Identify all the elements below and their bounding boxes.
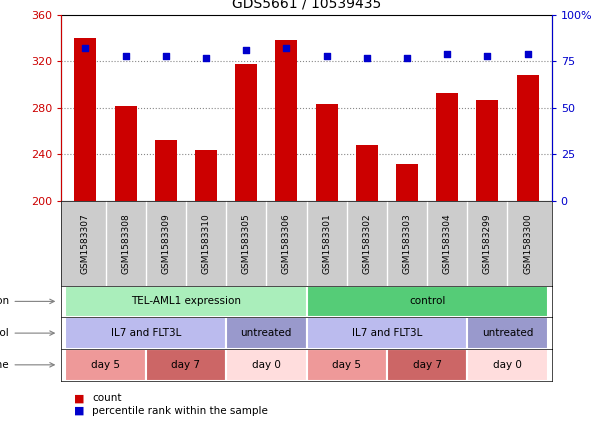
Text: TEL-AML1 expression: TEL-AML1 expression	[131, 297, 241, 306]
Bar	[235, 63, 257, 201]
Bar	[306, 286, 547, 317]
Text: GDS5661 / 10539435: GDS5661 / 10539435	[232, 0, 381, 11]
Bar	[226, 349, 306, 381]
Point	[161, 52, 170, 59]
Point	[443, 50, 452, 57]
Text: day 5: day 5	[91, 360, 120, 370]
Bar	[476, 100, 498, 201]
Point	[242, 47, 251, 54]
Text: day 7: day 7	[413, 360, 441, 370]
Text: GSM1583305: GSM1583305	[242, 213, 251, 274]
Text: GSM1583304: GSM1583304	[443, 213, 452, 274]
Text: IL7 and FLT3L: IL7 and FLT3L	[110, 328, 181, 338]
Text: GSM1583302: GSM1583302	[362, 213, 371, 274]
Bar	[316, 104, 338, 201]
Bar	[66, 349, 146, 381]
Bar	[387, 349, 467, 381]
Text: day 0: day 0	[252, 360, 281, 370]
Bar	[467, 317, 547, 349]
Point	[281, 45, 291, 52]
Bar	[396, 164, 418, 201]
Point	[80, 45, 90, 52]
Text: control: control	[409, 297, 445, 306]
Point	[362, 54, 371, 61]
Point	[322, 52, 332, 59]
Bar	[356, 145, 378, 201]
Text: untreated: untreated	[241, 328, 292, 338]
Bar	[306, 317, 467, 349]
Bar	[115, 106, 137, 201]
Bar	[226, 317, 306, 349]
Text: percentile rank within the sample: percentile rank within the sample	[92, 406, 268, 416]
Text: GSM1583308: GSM1583308	[121, 213, 130, 274]
Bar	[66, 286, 306, 317]
Bar	[66, 317, 226, 349]
Text: GSM1583299: GSM1583299	[483, 213, 492, 274]
Text: GSM1583307: GSM1583307	[81, 213, 90, 274]
Bar	[61, 15, 552, 201]
Text: GSM1583306: GSM1583306	[282, 213, 291, 274]
Point	[523, 50, 533, 57]
Text: GSM1583300: GSM1583300	[523, 213, 532, 274]
Text: day 5: day 5	[332, 360, 361, 370]
Text: day 7: day 7	[172, 360, 200, 370]
Text: GSM1583309: GSM1583309	[161, 213, 170, 274]
Text: genotype/variation: genotype/variation	[0, 297, 9, 306]
Text: IL7 and FLT3L: IL7 and FLT3L	[352, 328, 422, 338]
Bar	[517, 75, 539, 201]
Bar	[275, 41, 297, 201]
Point	[402, 54, 412, 61]
Text: time: time	[0, 360, 9, 370]
Text: protocol: protocol	[0, 328, 9, 338]
Text: count: count	[92, 393, 121, 403]
Text: GSM1583310: GSM1583310	[202, 213, 210, 274]
Bar	[436, 93, 459, 201]
Bar	[306, 349, 387, 381]
Bar	[195, 150, 217, 201]
Text: GSM1583303: GSM1583303	[403, 213, 411, 274]
Bar	[146, 349, 226, 381]
Text: ■: ■	[74, 393, 84, 403]
Text: GSM1583301: GSM1583301	[322, 213, 331, 274]
Point	[201, 54, 211, 61]
Point	[482, 52, 492, 59]
Bar	[74, 38, 96, 201]
Point	[121, 52, 131, 59]
Text: day 0: day 0	[493, 360, 522, 370]
Text: ■: ■	[74, 406, 84, 416]
Bar	[467, 349, 547, 381]
Bar	[154, 140, 177, 201]
Text: untreated: untreated	[482, 328, 533, 338]
